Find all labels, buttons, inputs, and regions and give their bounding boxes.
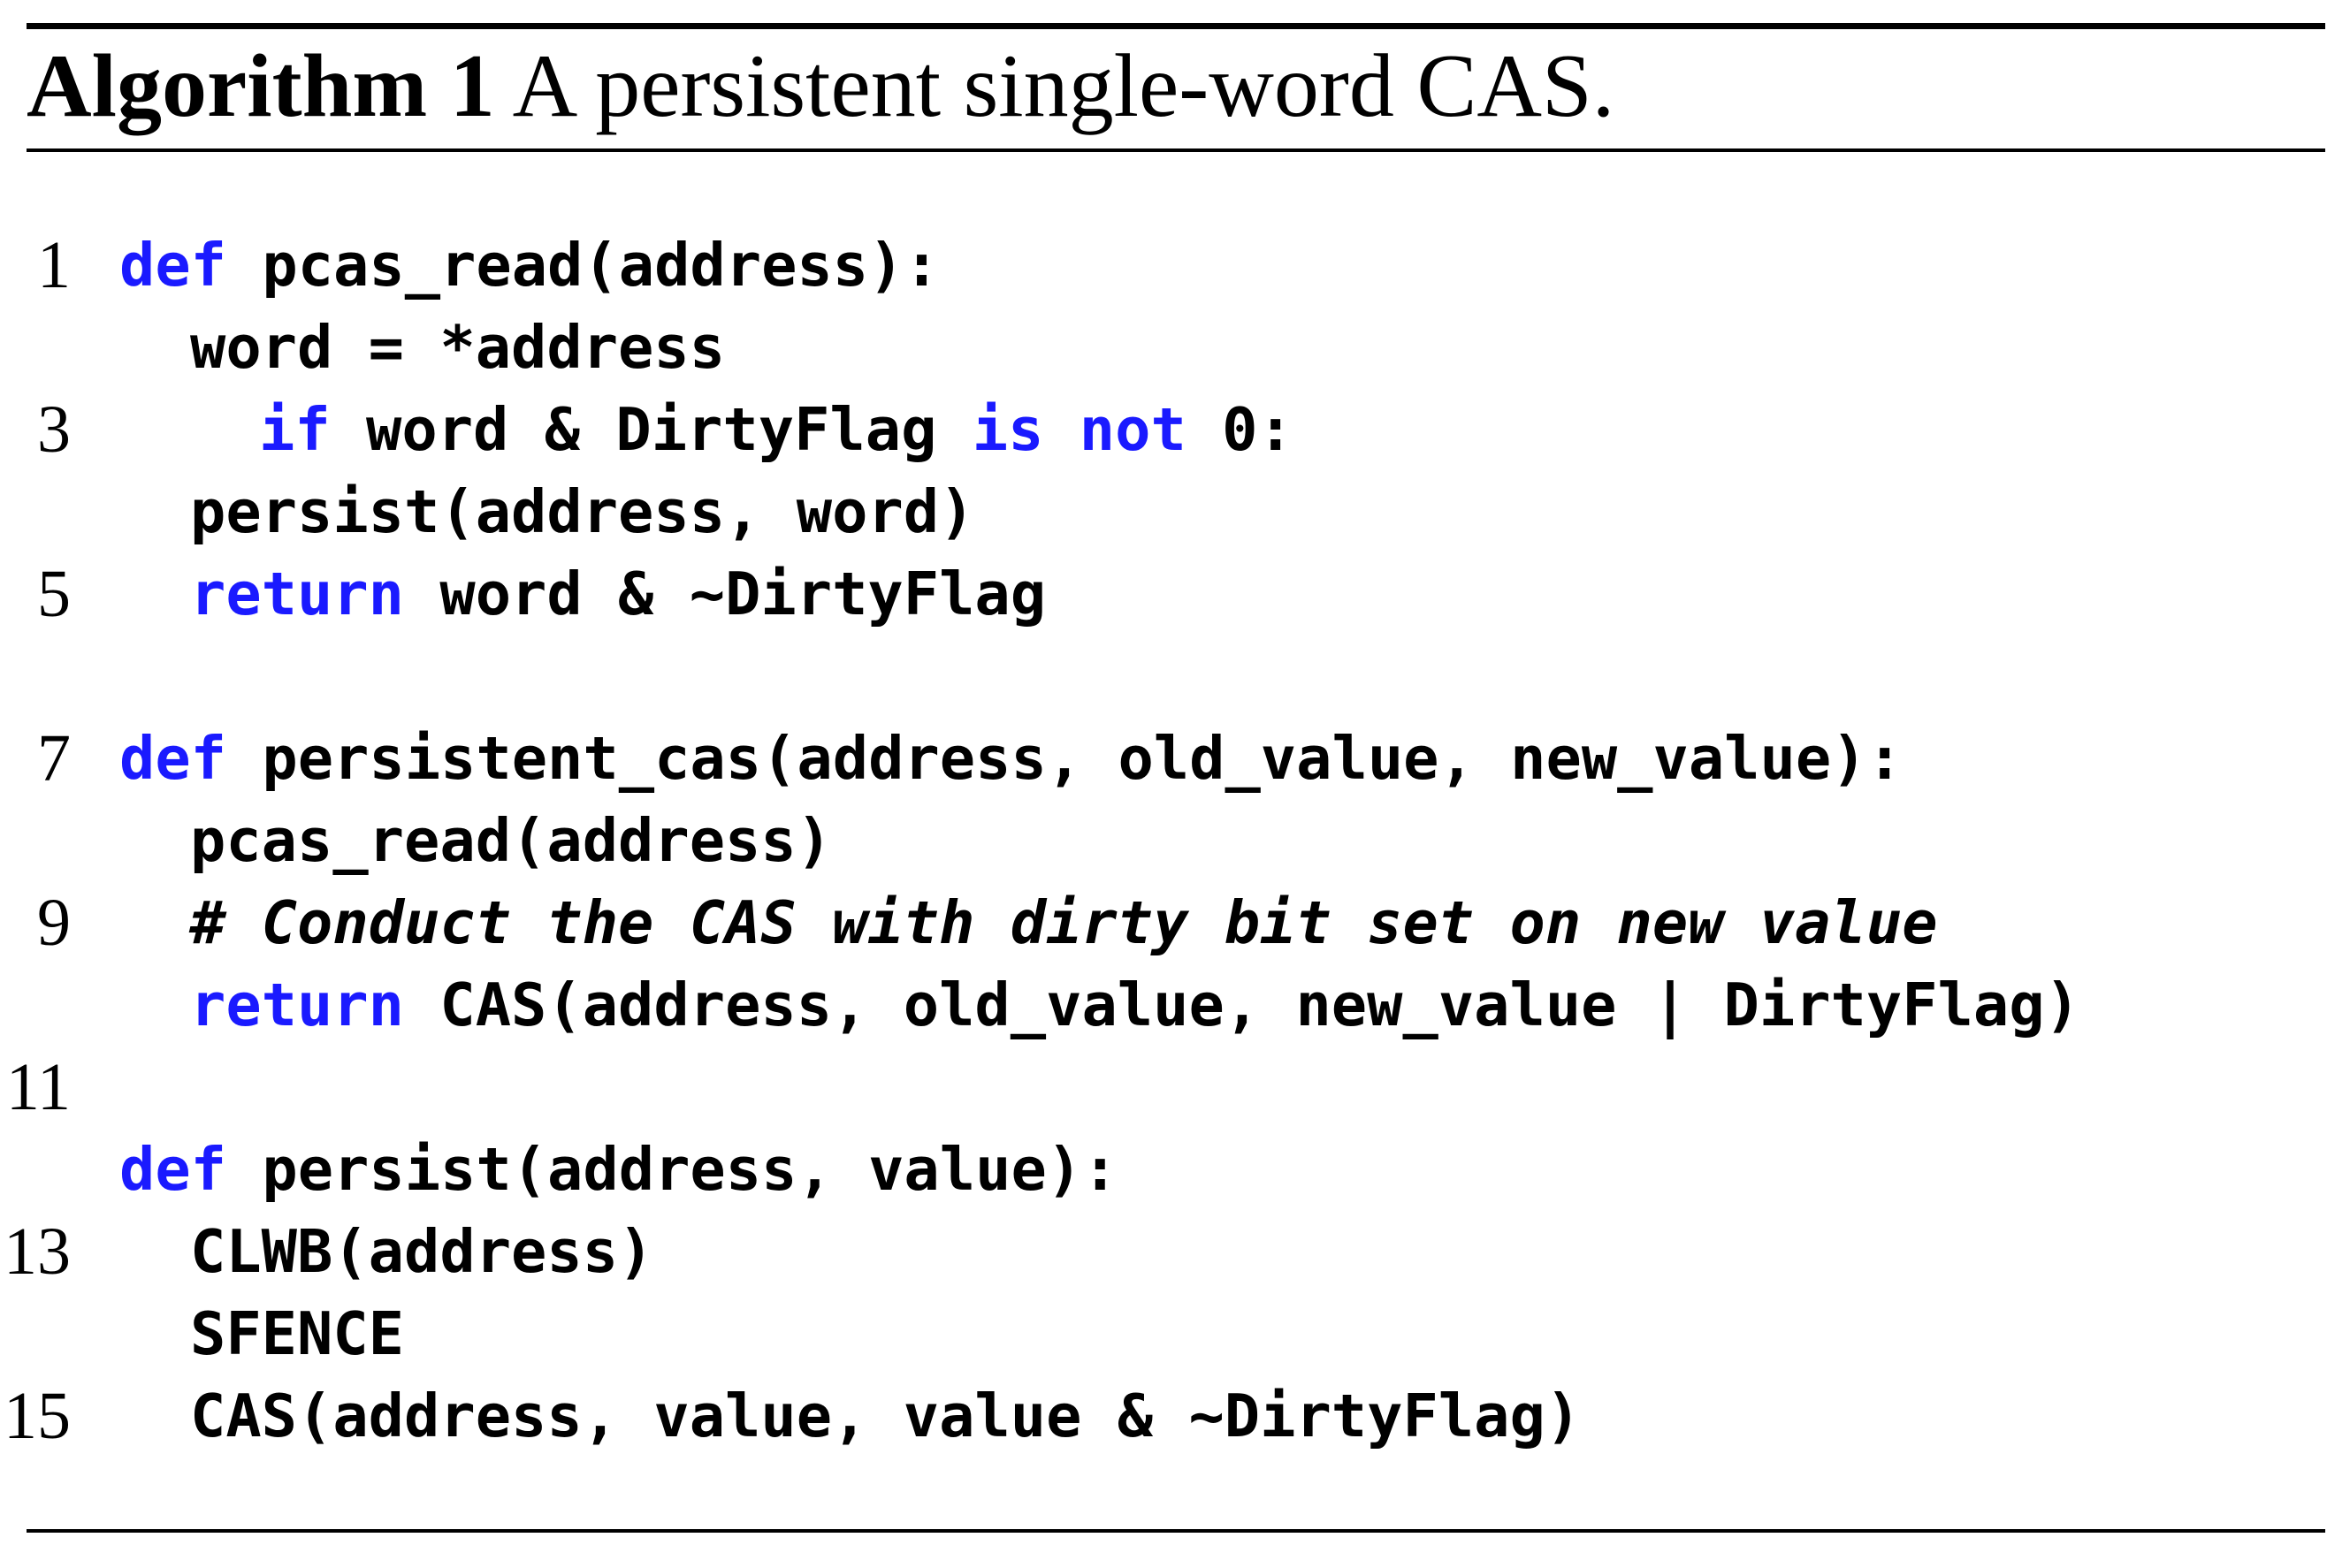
code-token: CAS(address, old_value, new_value | Dirt… [404, 970, 2080, 1039]
code-token: pcas_read(address) [190, 806, 833, 875]
code-token: word = *address [190, 313, 726, 382]
code-token: pcas_read(address): [226, 231, 940, 300]
line-code: def pcas_read(address): [119, 225, 940, 306]
line-number: 15 [4, 1379, 71, 1453]
line-number: 7 [37, 721, 71, 795]
comment-token: # Conduct the CAS with dirty bit set on … [190, 888, 1938, 957]
line-code: # Conduct the CAS with dirty bit set on … [190, 882, 1938, 963]
line-number: 3 [37, 392, 71, 467]
line-code: def persist(address, value): [119, 1129, 1118, 1210]
code-line: return CAS(address, old_value, new_value… [0, 964, 2350, 1046]
line-number: 13 [4, 1214, 71, 1289]
code-token: persist(address, word) [190, 477, 975, 546]
code-line: 1 def pcas_read(address): [0, 225, 2350, 306]
code-line: 5 return word & ~DirtyFlag [0, 553, 2350, 635]
code-line: word = *address [0, 307, 2350, 388]
code-token: CAS(address, value, value & ~DirtyFlag) [190, 1382, 1582, 1450]
code-token: CLWB(address) [190, 1217, 654, 1286]
code-line: 7 def persistent_cas(address, old_value, … [0, 718, 2350, 799]
code-line: def persist(address, value): [0, 1129, 2350, 1210]
code-line: 9 # Conduct the CAS with dirty bit set on… [0, 882, 2350, 963]
line-number: 1 [37, 228, 71, 302]
line-code: word = *address [190, 307, 725, 388]
code-line: persist(address, word) [0, 471, 2350, 552]
code-token [1043, 395, 1079, 464]
keyword-token: return [190, 559, 405, 628]
code-line: 11 [0, 1047, 2350, 1128]
code-line: 3 if word & DirtyFlag is not 0: [0, 389, 2350, 470]
line-code: return CAS(address, old_value, new_value… [190, 964, 2080, 1046]
code-line [0, 636, 2350, 717]
code-token: SFENCE [190, 1299, 405, 1368]
keyword-token: def [119, 724, 227, 793]
code-token: persist(address, value): [226, 1135, 1118, 1204]
code-line: 15 CAS(address, value, value & ~DirtyFlag… [0, 1375, 2350, 1457]
keyword-token: def [119, 1135, 227, 1204]
algorithm-title: A persistent single-word CAS. [512, 36, 1615, 136]
bottom-rule [27, 1529, 2325, 1533]
algorithm-caption: Algorithm 1 A persistent single-word CAS… [27, 34, 1614, 140]
code-line: pcas_read(address) [0, 800, 2350, 881]
code-line: SFENCE [0, 1293, 2350, 1374]
code-token: word & ~DirtyFlag [404, 559, 1047, 628]
keyword-token: if [259, 395, 331, 464]
line-number: 11 [5, 1050, 71, 1124]
line-code: CLWB(address) [190, 1211, 653, 1292]
line-code: pcas_read(address) [190, 800, 832, 881]
top-rule [27, 23, 2325, 29]
line-number: 9 [37, 886, 71, 960]
line-code: CAS(address, value, value & ~DirtyFlag) [190, 1375, 1581, 1457]
line-code: return word & ~DirtyFlag [190, 553, 1046, 635]
keyword-token: not [1079, 395, 1186, 464]
keyword-token: return [190, 970, 405, 1039]
code-token: persistent_cas(address, old_value, new_v… [226, 724, 1903, 793]
line-code: SFENCE [190, 1293, 404, 1374]
line-code: def persistent_cas(address, old_value, n… [119, 718, 1903, 799]
line-code: if word & DirtyFlag is not 0: [259, 389, 1293, 470]
caption-rule [27, 148, 2325, 152]
code-token: 0: [1186, 395, 1293, 464]
code-token: word & DirtyFlag [330, 395, 973, 464]
code-line: 13 CLWB(address) [0, 1211, 2350, 1292]
line-number: 5 [37, 557, 71, 631]
algorithm-label: Algorithm 1 [27, 36, 495, 136]
line-code: persist(address, word) [190, 471, 974, 552]
keyword-token: is [972, 395, 1044, 464]
keyword-token: def [119, 231, 227, 300]
